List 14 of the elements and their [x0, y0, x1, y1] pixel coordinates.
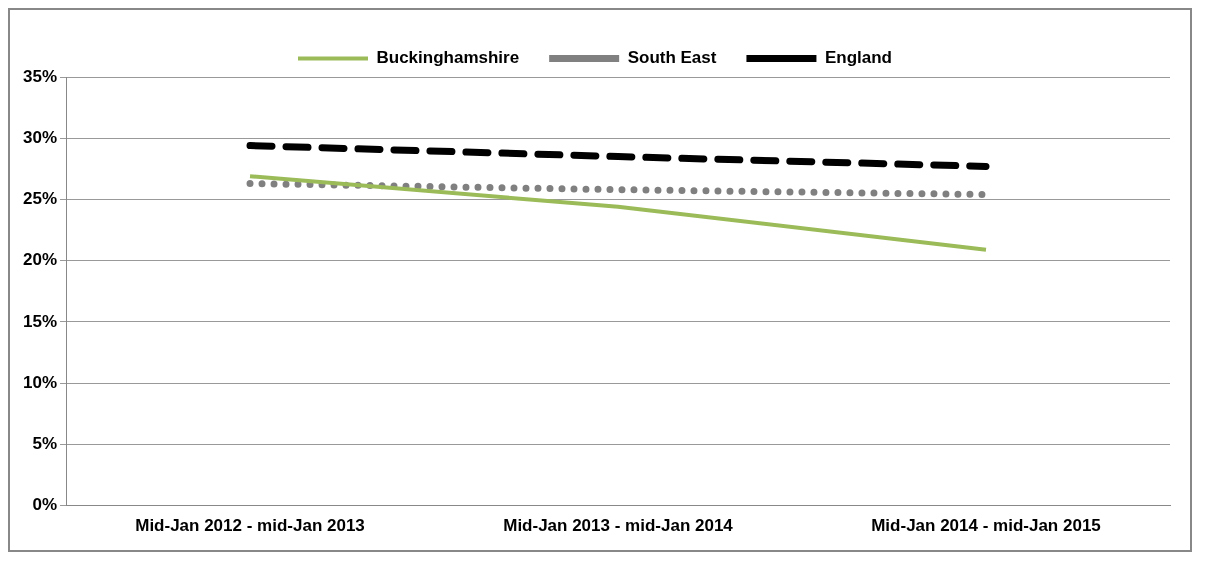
y-tick-label: 5%: [32, 434, 58, 454]
y-tick-label: 15%: [22, 311, 58, 331]
legend-label: South East: [627, 48, 717, 68]
x-tick-label: Mid-Jan 2012 - mid-Jan 2013: [135, 516, 365, 536]
y-tick-label: 35%: [22, 66, 58, 86]
legend-label: Buckinghamshire: [376, 48, 520, 68]
x-tick-label: Mid-Jan 2014 - mid-Jan 2015: [871, 516, 1101, 536]
y-tick-label: 25%: [22, 189, 58, 209]
y-tick-label: 0%: [32, 495, 58, 515]
x-tick-label: Mid-Jan 2013 - mid-Jan 2014: [503, 516, 734, 536]
legend-label: England: [824, 48, 892, 68]
y-tick-label: 20%: [22, 250, 58, 270]
y-tick-label: 10%: [22, 372, 58, 392]
y-tick-label: 30%: [22, 127, 58, 147]
